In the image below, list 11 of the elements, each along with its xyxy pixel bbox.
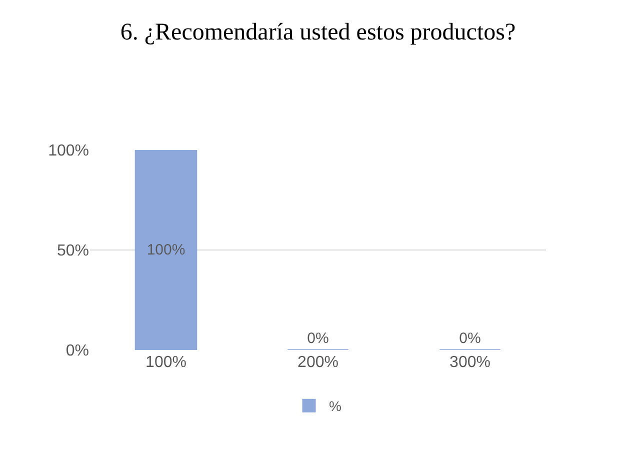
x-tick-label: 100%	[146, 354, 186, 371]
y-tick-label: 0%	[66, 342, 89, 360]
x-tick-label: 200%	[298, 354, 338, 371]
data-label: 0%	[459, 330, 481, 347]
y-tick-label: 50%	[56, 242, 89, 260]
data-label: 100%	[146, 242, 186, 258]
x-tick-label: 300%	[450, 354, 490, 371]
y-tick-label: 100%	[48, 142, 89, 160]
legend-label: %	[329, 398, 342, 414]
chart-title: 6. ¿Recomendaría usted estos productos?	[120, 19, 516, 46]
data-label: 0%	[307, 330, 329, 347]
